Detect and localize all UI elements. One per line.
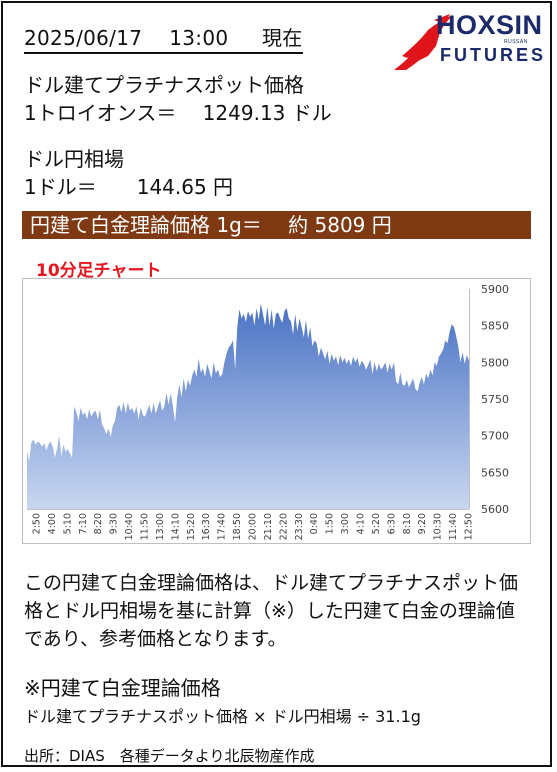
- y-tick-label: 5650: [481, 466, 509, 479]
- platinum-price: 1トロイオンス＝ 1249.13 ドル: [24, 101, 332, 125]
- note-title: ※円建て白金理論価格: [24, 676, 221, 700]
- x-tick-label: 7:10: [78, 513, 89, 534]
- x-tick-label: 1:50: [325, 513, 336, 534]
- chart-svg: 5600 5650 5700 5750 5800 5850 5900 2:50 4:00 5:10…: [27, 283, 509, 540]
- x-tick-label: 15:20: [186, 513, 197, 540]
- fx-rate: 1ドル＝ 144.65 円: [24, 175, 234, 199]
- x-tick-label: 11:40: [448, 513, 459, 540]
- x-tick-label: 4:10: [356, 513, 367, 534]
- x-tick-label: 23:30: [294, 513, 305, 540]
- x-tick-label: 14:10: [170, 513, 181, 540]
- x-tick-label: 3:00: [340, 513, 351, 534]
- x-tick-label: 16:30: [201, 513, 212, 540]
- x-tick-label: 18:50: [232, 513, 243, 540]
- x-tick-label: 22:20: [278, 513, 289, 540]
- y-tick-label: 5750: [481, 393, 509, 406]
- x-tick-label: 5:20: [371, 513, 382, 534]
- y-tick-label: 5850: [481, 320, 509, 333]
- fx-label: ドル円相場: [24, 147, 124, 171]
- x-tick-label: 6:30: [386, 513, 397, 534]
- x-tick-label: 17:40: [217, 513, 228, 540]
- x-tick-label: 9:30: [109, 513, 120, 534]
- x-tick-label: 9:20: [417, 513, 428, 534]
- x-tick-label: 0:40: [309, 513, 320, 534]
- theoretical-price-banner: 円建て白金理論価格 1g＝ 約 5809 円: [22, 211, 531, 239]
- x-tick-label: 12:50: [464, 513, 475, 540]
- price-area: [27, 303, 469, 509]
- price-chart: 5600 5650 5700 5750 5800 5850 5900 2:50 4:00 5:10…: [22, 278, 531, 544]
- x-tick-label: 10:30: [433, 513, 444, 540]
- x-tick-label: 13:00: [155, 513, 166, 540]
- x-tick-label: 8:10: [402, 513, 413, 534]
- description-text: この円建て白金理論価格は、ドル建てプラチナスポット価格とドル円相場を基に計算（※…: [24, 572, 519, 650]
- chart-title: 10分足チャート: [36, 261, 162, 281]
- y-tick-label: 5600: [481, 503, 509, 516]
- x-tick-label: 20:00: [248, 513, 259, 540]
- y-tick-label: 5900: [481, 283, 509, 296]
- x-tick-label: 5:10: [62, 513, 73, 534]
- logo-swoosh-icon: [394, 14, 452, 70]
- logo-brand-bottom: FUTURES: [440, 45, 546, 65]
- x-tick-label: 8:20: [93, 513, 104, 534]
- logo-brand-top: HOXSIN: [436, 10, 543, 40]
- logo-small-text: RUSSAN: [504, 39, 528, 45]
- y-tick-label: 5700: [481, 430, 509, 443]
- x-tick-label: 4:00: [47, 513, 58, 534]
- x-tick-label: 2:50: [32, 513, 43, 534]
- datetime-label: 2025/06/17 13:00 現在: [24, 22, 303, 54]
- source-text: 出所：DIAS 各種データより北辰物産作成: [24, 747, 315, 765]
- y-tick-label: 5800: [481, 356, 509, 369]
- note-formula: ドル建てプラチナスポット価格 × ドル円相場 ÷ 31.1g: [24, 707, 421, 726]
- platinum-label: ドル建てプラチナスポット価格: [24, 73, 304, 97]
- company-logo: HOXSIN RUSSAN FUTURES: [392, 10, 543, 74]
- x-tick-label: 21:10: [263, 513, 274, 540]
- x-tick-label: 10:40: [124, 513, 135, 540]
- x-tick-label: 11:50: [140, 513, 151, 540]
